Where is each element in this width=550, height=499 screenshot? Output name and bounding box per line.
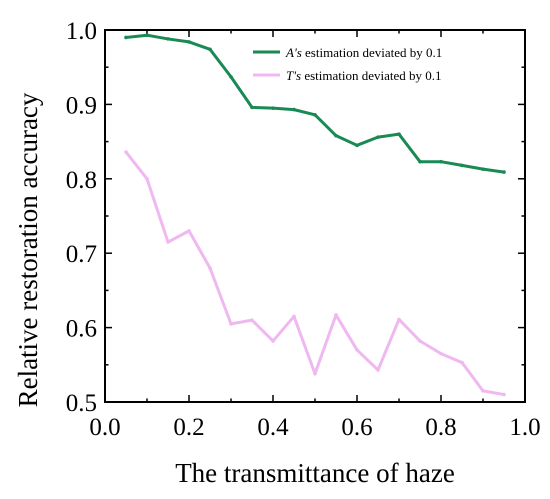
series-2-point [334, 313, 338, 317]
series-2-point [187, 229, 191, 233]
series-2-point [418, 339, 422, 343]
series-1-point [313, 113, 317, 117]
series-2-point [292, 314, 296, 319]
series-2-point [229, 322, 233, 326]
x-tick-label: 0.0 [89, 414, 120, 441]
series-2-point [355, 348, 359, 352]
y-tick-label: 1.0 [66, 18, 97, 45]
x-tick-label: 0.6 [341, 414, 372, 441]
series-2-point [439, 351, 443, 356]
series-1-point [355, 143, 359, 148]
legend-label-series-2: T's estimation deviated by 0.1 [286, 68, 442, 83]
series-1-point [418, 159, 422, 164]
series-2-point [145, 177, 149, 181]
series-2-point [124, 150, 128, 154]
series-2-point [376, 368, 380, 372]
series-1-point [145, 33, 149, 38]
x-axis-label: The transmittance of haze [175, 458, 455, 488]
legend-label-series-1-rest: estimation deviated by 0.1 [302, 45, 442, 60]
series-2-point [250, 318, 254, 322]
axis-ticks [104, 29, 526, 403]
legend-label-series-1-italic: A's [285, 45, 302, 60]
x-tick-label: 1.0 [509, 414, 540, 441]
series-1-point [460, 163, 464, 168]
series-2-point [166, 240, 170, 244]
series-1-point [439, 159, 443, 164]
series-lines [124, 33, 506, 397]
series-2-point [271, 339, 275, 343]
x-tick-label: 0.2 [173, 414, 204, 441]
series-2-line [124, 151, 505, 397]
series-1-point [124, 35, 128, 40]
series-1-point [187, 40, 191, 44]
series-2-point [397, 317, 401, 322]
series-1-point [397, 132, 401, 136]
series-1-point [292, 107, 296, 112]
y-tick-label: 0.9 [66, 92, 97, 119]
series-2-point [481, 389, 485, 393]
series-1-point [376, 135, 380, 139]
series-2-point [313, 371, 317, 376]
series-2-point [460, 360, 464, 365]
series-1-point [334, 133, 338, 138]
plot-frame [104, 29, 526, 403]
legend-label-series-1: A's estimation deviated by 0.1 [285, 45, 442, 60]
y-tick-label: 0.5 [66, 390, 97, 417]
series-1-point [229, 75, 233, 79]
axis-tick-labels: 0.0 0.2 0.4 0.6 0.8 1.0 0.5 0.6 0.7 0.8 0.9 1.0 [66, 18, 541, 441]
series-1-point [166, 37, 170, 41]
legend-label-series-2-italic: T's [286, 68, 301, 83]
y-axis-label: Relative restoration accuracy [13, 92, 43, 407]
series-1-point [481, 167, 485, 171]
x-tick-label: 0.4 [257, 414, 289, 441]
y-tick-label: 0.6 [66, 316, 97, 343]
series-1-point [250, 105, 254, 110]
legend-label-series-2-rest: estimation deviated by 0.1 [301, 68, 441, 83]
series-1-point [271, 106, 275, 110]
series-2-point [208, 266, 212, 270]
series-2-point [502, 392, 506, 397]
y-tick-label: 0.8 [66, 167, 97, 194]
legend: A's estimation deviated by 0.1 T's estim… [253, 45, 442, 83]
y-tick-label: 0.7 [66, 241, 97, 268]
series-1-point [208, 47, 212, 52]
series-1-point [502, 170, 506, 174]
x-tick-label: 0.8 [425, 414, 456, 441]
